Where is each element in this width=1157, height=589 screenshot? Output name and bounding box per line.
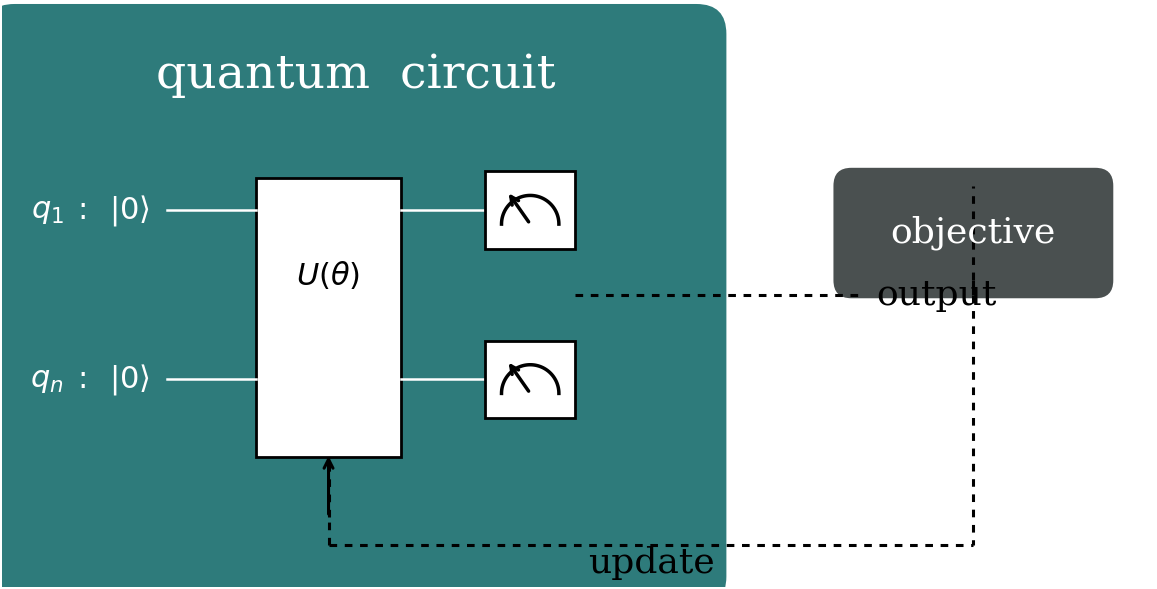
FancyBboxPatch shape (486, 340, 575, 418)
Text: $|0\rangle$: $|0\rangle$ (110, 193, 150, 227)
Text: $q_1$: $q_1$ (31, 194, 64, 226)
Text: update: update (588, 546, 715, 580)
Text: :: : (76, 365, 87, 394)
Text: $U(\theta)$: $U(\theta)$ (296, 260, 361, 292)
Text: $|0\rangle$: $|0\rangle$ (110, 362, 150, 397)
Text: objective: objective (891, 216, 1056, 250)
Text: quantum  circuit: quantum circuit (155, 53, 555, 98)
FancyBboxPatch shape (257, 178, 400, 457)
Text: $q_n$: $q_n$ (30, 364, 64, 395)
FancyBboxPatch shape (833, 168, 1113, 298)
Text: output: output (876, 278, 996, 312)
FancyBboxPatch shape (486, 171, 575, 249)
FancyBboxPatch shape (0, 4, 727, 589)
Text: :: : (76, 196, 87, 224)
